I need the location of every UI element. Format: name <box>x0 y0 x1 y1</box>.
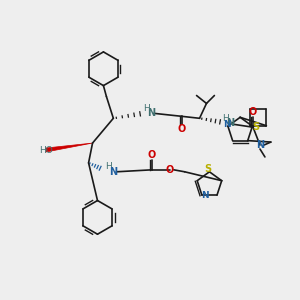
Text: N: N <box>201 190 209 200</box>
Text: S: S <box>204 164 211 174</box>
Text: N: N <box>226 118 234 128</box>
Text: HO: HO <box>39 146 53 154</box>
Text: O: O <box>249 107 257 117</box>
Text: H: H <box>105 162 112 171</box>
Text: O: O <box>178 124 186 134</box>
Text: N: N <box>256 140 264 150</box>
Text: H: H <box>222 114 229 123</box>
Text: S: S <box>252 122 259 132</box>
Text: N: N <box>223 120 231 129</box>
Polygon shape <box>46 143 92 152</box>
Text: O: O <box>166 165 174 175</box>
Text: N: N <box>109 167 117 177</box>
Text: O: O <box>148 150 156 160</box>
Text: H: H <box>143 104 149 113</box>
Text: N: N <box>147 108 155 118</box>
